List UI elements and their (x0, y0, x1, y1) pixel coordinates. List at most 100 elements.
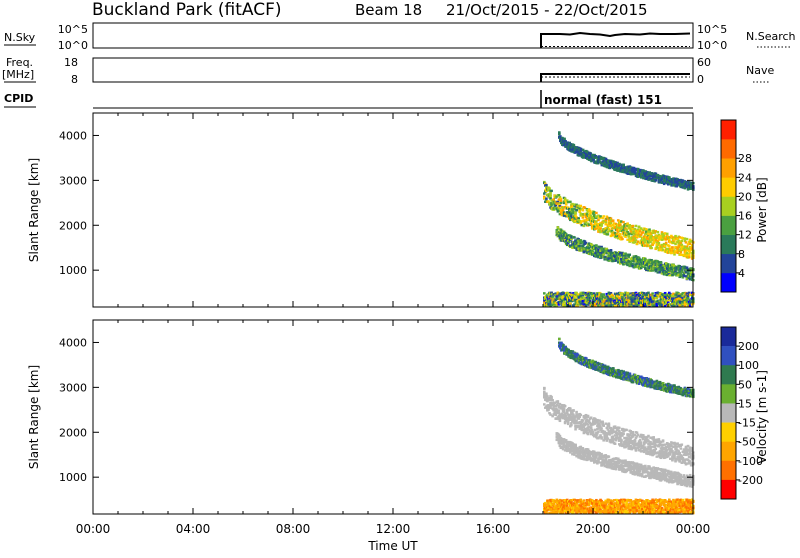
power-cell (579, 205, 582, 207)
power-cell (635, 225, 638, 227)
freq-bot: 8 (71, 73, 78, 86)
power-cell (688, 256, 691, 258)
velocity-cell (632, 381, 635, 383)
power-cell (550, 190, 553, 192)
power-colorbar-segment (721, 273, 736, 292)
power-cell (569, 201, 572, 203)
power-cell (549, 192, 552, 194)
power-cell (602, 215, 605, 217)
y-tick-label: 4000 (59, 129, 87, 142)
colorbar-tick-label: 4 (738, 267, 745, 280)
power-cell (573, 236, 576, 238)
velocity-cell (558, 410, 561, 412)
velocity-cell (570, 424, 573, 426)
power-cell (575, 209, 578, 211)
power-cell (628, 254, 631, 256)
y-tick-label: 1000 (59, 264, 87, 277)
power-cell (632, 225, 635, 227)
power-cell (666, 233, 669, 235)
power-cell (636, 243, 639, 245)
power-cell (599, 227, 602, 229)
power-cell (545, 197, 548, 199)
cpid-label: CPID (4, 92, 33, 105)
cpid-text: normal (fast) 151 (544, 93, 662, 107)
power-cell (622, 221, 625, 223)
power-cell (610, 249, 613, 251)
colorbar-tick-label: 12 (738, 229, 752, 242)
colorbar-tick-label: 20 (738, 190, 752, 203)
beam-label: Beam 18 (355, 1, 422, 19)
power-cell (650, 247, 653, 249)
station-title: Buckland Park (fitACF) (92, 0, 282, 20)
power-cell (565, 203, 568, 205)
power-cell (574, 212, 577, 214)
velocity-cell (550, 396, 553, 398)
power-cell (612, 219, 615, 221)
nsearch-label: N.Search (746, 30, 796, 43)
y-tick-label: 3000 (59, 174, 87, 187)
velocity-cell (563, 408, 566, 410)
nave-bot: 0 (697, 73, 704, 86)
power-ylabel: Slant Range [km] (27, 158, 41, 262)
velocity-cell (551, 399, 554, 401)
power-cell (621, 238, 624, 240)
power-cbar-label: Power [dB] (755, 177, 769, 242)
velocity-cell (574, 428, 577, 430)
power-cell (688, 254, 691, 256)
velocity-cell (575, 411, 578, 413)
nsky-trace (541, 33, 690, 48)
power-cell (543, 292, 546, 294)
power-colorbar-segment (721, 120, 736, 139)
y-tick-label: 2000 (59, 219, 87, 232)
power-cell (602, 293, 605, 295)
power-cell (569, 302, 572, 304)
power-cell (548, 187, 551, 189)
freq-panel (93, 58, 693, 82)
nave-label: Nave (746, 64, 774, 77)
power-cell (674, 243, 677, 245)
power-colorbar-segment (721, 216, 736, 235)
power-cell (549, 195, 552, 197)
power-cell (573, 144, 576, 146)
power-colorbar-segment (721, 196, 736, 215)
power-colorbar-segment (721, 139, 736, 158)
freq-trace (541, 74, 690, 82)
power-cell (686, 238, 689, 240)
freq-unit: [MHz] (2, 68, 34, 81)
power-cell (687, 297, 690, 299)
power-cell (647, 292, 650, 294)
power-colorbar-segment (721, 254, 736, 273)
velocity-cell (564, 405, 567, 407)
velocity-cell (662, 382, 665, 384)
velocity-cell (557, 400, 560, 402)
power-cell (668, 245, 671, 247)
colorbar-tick-label: 16 (738, 210, 752, 223)
power-cell (619, 233, 622, 235)
power-cell (681, 240, 684, 242)
velocity-cell (558, 338, 561, 340)
nave-top: 60 (697, 56, 711, 69)
power-cell (560, 202, 563, 204)
colorbar-tick-label: 24 (738, 171, 752, 184)
nsky-label: N.Sky (4, 31, 36, 44)
power-colorbar-segment (721, 158, 736, 177)
power-panel-bg (93, 113, 693, 307)
nsky-top: 10^5 (58, 23, 88, 36)
velocity-panel-bg (93, 320, 693, 514)
power-colorbar-segment (721, 177, 736, 196)
power-cell (595, 212, 598, 214)
power-cell (657, 231, 660, 233)
power-cell (545, 184, 548, 186)
velocity-cell (559, 420, 562, 422)
power-cell (671, 246, 674, 248)
freq-top: 18 (64, 56, 78, 69)
velocity-cell (572, 409, 575, 411)
velocity-cell (579, 414, 582, 416)
power-cell (560, 200, 563, 202)
velocity-cell (629, 372, 632, 374)
velocity-cell (567, 423, 570, 425)
velocity-cell (543, 388, 546, 390)
velocity-cell (543, 403, 546, 405)
